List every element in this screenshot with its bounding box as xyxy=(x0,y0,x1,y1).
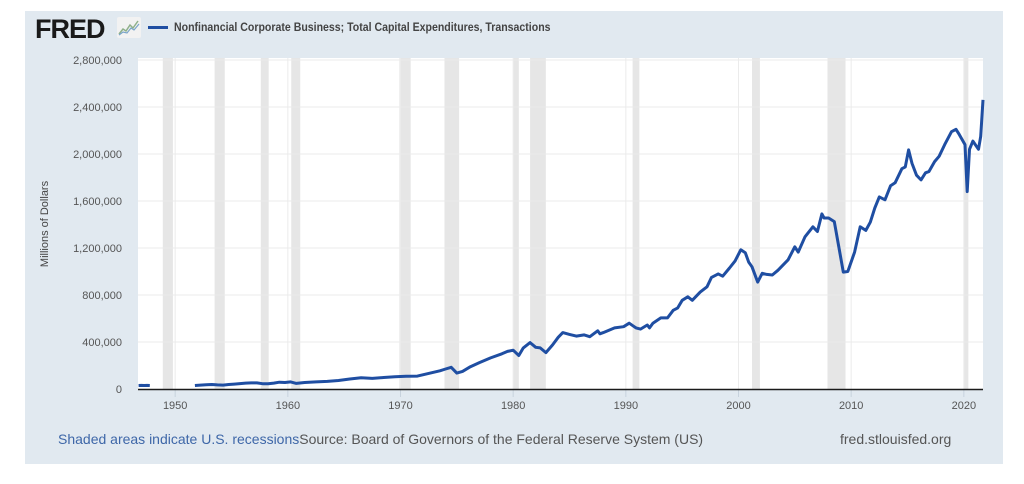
recession-note-link[interactable]: Shaded areas indicate U.S. recessions xyxy=(58,431,300,447)
recession-band xyxy=(291,58,301,389)
y-axis-label: Millions of Dollars xyxy=(39,180,51,267)
x-tick-label: 2000 xyxy=(726,400,750,412)
x-tick-label: 1980 xyxy=(501,400,525,412)
recession-band xyxy=(399,58,411,389)
x-tick-label: 1970 xyxy=(388,400,412,412)
y-tick-label: 1,200,000 xyxy=(73,243,122,255)
recession-band xyxy=(752,58,760,389)
y-tick-label: 800,000 xyxy=(82,290,122,302)
x-tick-label: 1960 xyxy=(276,400,300,412)
source-text: Source: Board of Governors of the Federa… xyxy=(299,431,704,447)
legend-swatch xyxy=(148,25,168,29)
x-tick-label: 1990 xyxy=(614,400,638,412)
y-tick-label: 400,000 xyxy=(82,337,122,349)
recession-band xyxy=(530,58,546,389)
gridlines xyxy=(138,58,983,389)
recession-band xyxy=(162,58,173,389)
recession-band xyxy=(260,58,269,389)
recession-band xyxy=(827,58,846,389)
legend: Nonfinancial Corporate Business; Total C… xyxy=(148,20,602,34)
recession-band xyxy=(513,58,519,389)
chart-line-icon xyxy=(117,17,141,38)
recession-band xyxy=(214,58,225,389)
y-tick-label: 2,000,000 xyxy=(73,149,122,161)
y-axis-ticks: 0 400,000 800,000 1,200,000 1,600,000 2,000,0… xyxy=(73,55,122,396)
fred-logo[interactable]: FRED xyxy=(35,14,105,44)
data-series xyxy=(138,99,985,387)
x-tick-label: 1950 xyxy=(163,400,187,412)
x-tick-label: 2020 xyxy=(952,400,976,412)
x-axis-ticks: 1950 1960 1970 1980 1990 2000 2010 2020 xyxy=(163,389,976,412)
y-tick-label: 2,400,000 xyxy=(73,102,122,114)
recession-band xyxy=(444,58,460,389)
legend-label: Nonfinancial Corporate Business; Total C… xyxy=(174,20,551,34)
recession-bands xyxy=(162,58,969,389)
x-tick-label: 2010 xyxy=(839,400,863,412)
footer-notes: Shaded areas indicate U.S. recessionsSou… xyxy=(58,431,703,447)
site-link[interactable]: fred.stlouisfed.org xyxy=(840,431,952,447)
recession-band xyxy=(963,58,969,389)
series-line xyxy=(194,99,985,387)
recession-band xyxy=(632,58,640,389)
y-tick-label: 0 xyxy=(116,384,122,396)
y-tick-label: 1,600,000 xyxy=(73,196,122,208)
y-tick-label: 2,800,000 xyxy=(73,55,122,67)
